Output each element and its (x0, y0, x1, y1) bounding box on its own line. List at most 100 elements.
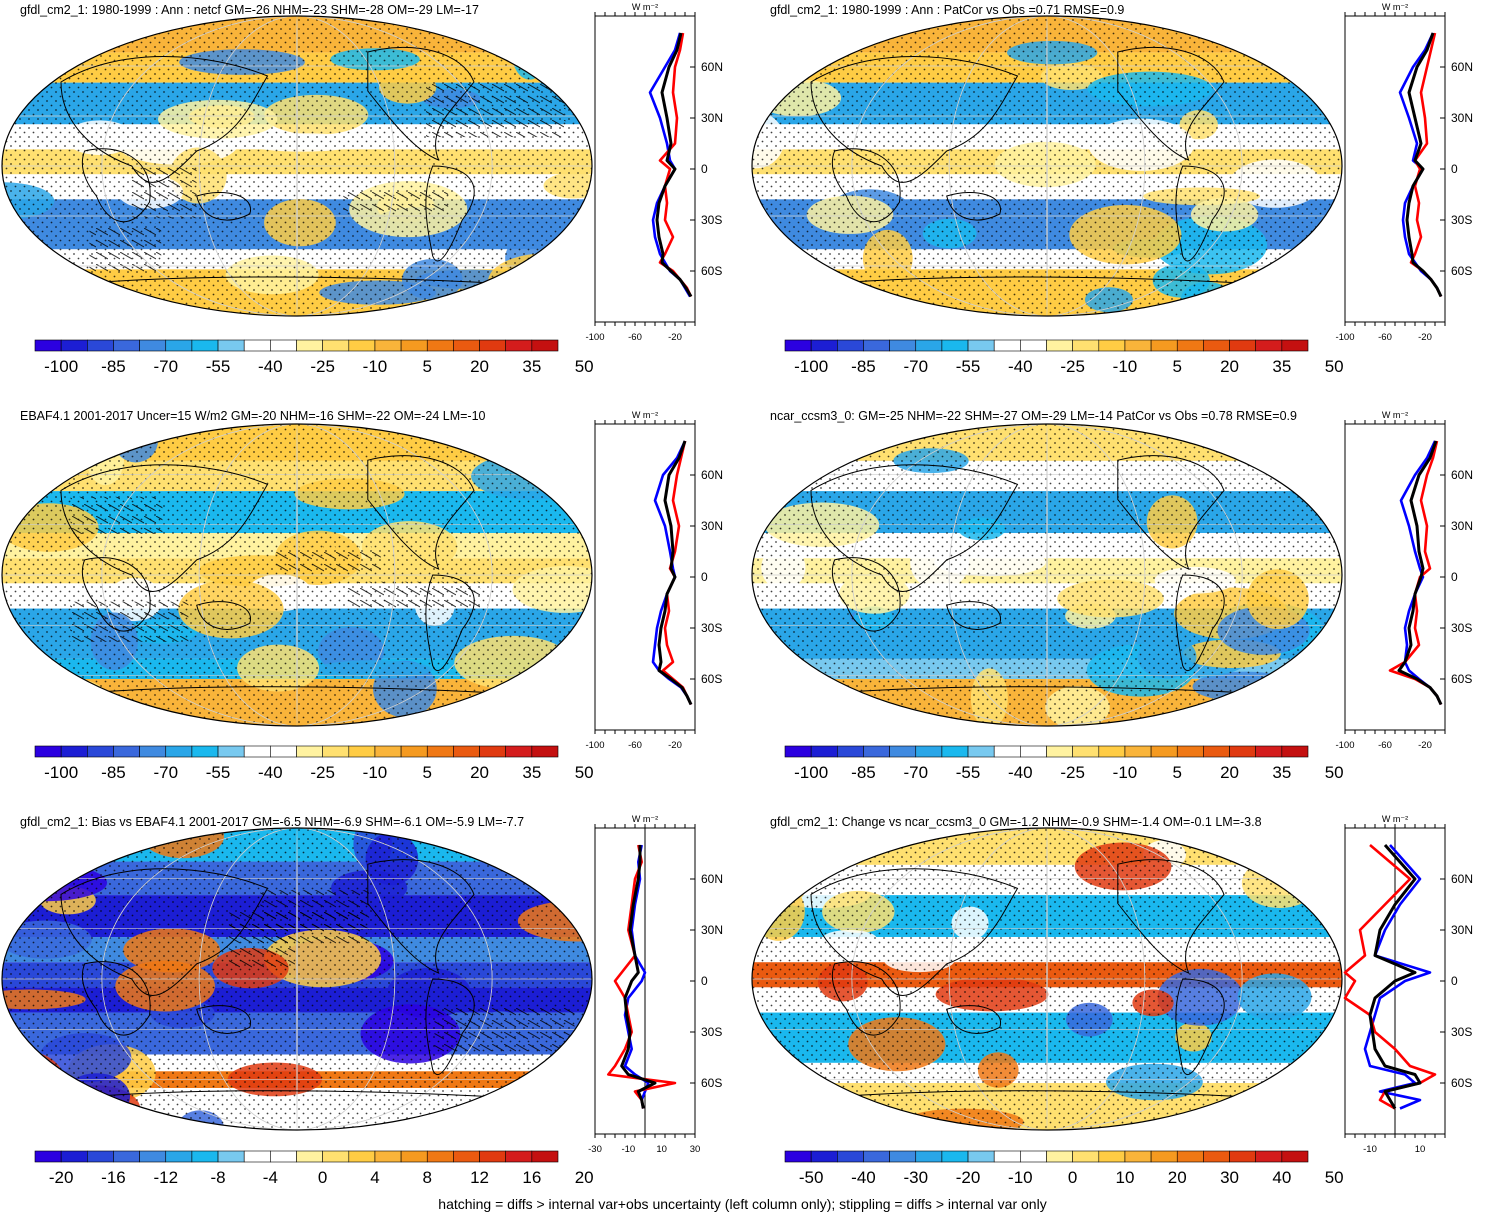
coastline (1175, 978, 1225, 1076)
x-tick-label: 30 (690, 1144, 701, 1155)
series-ensemble (1368, 844, 1422, 1110)
colorbar-label: 50 (1325, 1168, 1344, 1187)
graticule-meridian (948, 424, 1146, 726)
colorbar-cell (967, 339, 995, 352)
colorbar-cell (784, 745, 812, 758)
x-tick-label: -10 (621, 1144, 635, 1155)
lat-tick-label: 0 (701, 974, 708, 988)
colorbar-label: -25 (310, 763, 335, 782)
colorbar-cell (322, 339, 350, 352)
coastline (831, 557, 901, 632)
colorbar-cell (810, 339, 838, 352)
field-blob (535, 424, 592, 470)
colorbar-cell (191, 745, 219, 758)
field-blob (752, 427, 831, 483)
graticule-meridian (101, 424, 493, 726)
colorbar-cell (1072, 1150, 1100, 1163)
colorbar-cell (60, 339, 88, 352)
lat-tick-label: 60S (701, 672, 722, 686)
zonal-plot-middle-left: W m⁻² 60N 30N 0 30S 60S -100 -60 -20 (585, 410, 723, 751)
series-ensemble (657, 440, 693, 706)
colorbar-cell (1229, 339, 1257, 352)
colorbar-cell (1150, 745, 1178, 758)
colorbar-label: -25 (1060, 763, 1085, 782)
lat-tick-label: 60N (1451, 468, 1473, 482)
colorbar-bottom-right: -50 -40 -30 -20 -10 0 10 20 30 40 50 (784, 1150, 1344, 1187)
colorbar-cell (889, 1150, 917, 1163)
lat-tick-label: 60S (1451, 1076, 1472, 1090)
coastline (1175, 165, 1225, 262)
colorbar-cell (322, 1150, 350, 1163)
colorbar-cell (348, 339, 376, 352)
zonal-unit: W m⁻² (632, 410, 658, 420)
colorbar-label: 5 (423, 763, 432, 782)
x-tick-label: -10 (1363, 1144, 1377, 1155)
colorbar-label: -85 (101, 357, 126, 376)
coastline (367, 455, 475, 570)
field-blob (488, 704, 543, 722)
colorbar-label: -70 (903, 357, 928, 376)
x-tick-label: 10 (656, 1144, 667, 1155)
graticule-meridian (851, 16, 1243, 316)
colorbar-cell (479, 745, 506, 758)
field-blob (8, 684, 119, 720)
map-border (1, 15, 593, 317)
map-bottom-right (751, 827, 1343, 1131)
graticule-meridian (101, 16, 493, 316)
colorbar-top-left: -100 -85 -70 -55 -40 -25 -10 5 20 35 50 (34, 339, 594, 376)
coastline (81, 148, 151, 222)
colorbar-cell (1281, 1150, 1309, 1163)
colorbar-cell (915, 1150, 943, 1163)
graticule-meridian (1046, 424, 1048, 726)
colorbar-cell (810, 1150, 838, 1163)
colorbar-cell (1046, 745, 1073, 758)
colorbar-cell (348, 745, 376, 758)
colorbar-cell (270, 339, 297, 352)
lat-tick-label: 60N (701, 872, 723, 886)
colorbar-cell (531, 339, 559, 352)
zonal-unit: W m⁻² (632, 814, 658, 824)
colorbar-cell (505, 745, 533, 758)
colorbar-cell (1203, 1150, 1230, 1163)
coastline (196, 601, 252, 630)
colorbar-label: -100 (794, 763, 828, 782)
colorbar-cell (1203, 745, 1230, 758)
colorbar-label: -10 (1008, 1168, 1033, 1187)
colorbar-cell (1046, 1150, 1073, 1163)
colorbar-cell (453, 339, 480, 352)
x-tick-label: -60 (1378, 740, 1392, 751)
colorbar-label: 12 (470, 1168, 489, 1187)
colorbar-cell (889, 339, 917, 352)
zonal-frame (1344, 15, 1446, 323)
colorbar-cell (113, 1150, 140, 1163)
lat-tick-label: 30N (701, 111, 723, 125)
coastline (425, 978, 475, 1076)
colorbar-cell (296, 1150, 323, 1163)
colorbar-cell (1046, 339, 1073, 352)
series-ensemble (620, 845, 657, 1109)
map-border (751, 423, 1343, 727)
colorbar-cell (374, 745, 402, 758)
coastline (196, 192, 252, 221)
panel-title: gfdl_cm2_1: 1980-1999 : Ann : netcf GM=-… (20, 3, 479, 17)
lat-tick-label: 60S (1451, 672, 1472, 686)
colorbar-label: 16 (522, 1168, 541, 1187)
coastline (367, 46, 475, 161)
colorbar-cell (113, 339, 140, 352)
colorbar-label: 50 (575, 357, 594, 376)
colorbar-label: 5 (423, 357, 432, 376)
colorbar-cell (296, 745, 323, 758)
colorbar-cell (139, 1150, 167, 1163)
colorbar-cell (941, 1150, 969, 1163)
graticule-meridian (198, 424, 396, 726)
colorbar-label: -30 (903, 1168, 928, 1187)
colorbar-cell (374, 1150, 402, 1163)
colorbar-label: 50 (575, 763, 594, 782)
map-border (751, 15, 1343, 317)
series-ensemble (1405, 32, 1443, 298)
colorbar-cell (243, 339, 271, 352)
colorbar-cell (426, 1150, 454, 1163)
colorbar-label: -40 (258, 763, 283, 782)
coastline (196, 1005, 252, 1034)
